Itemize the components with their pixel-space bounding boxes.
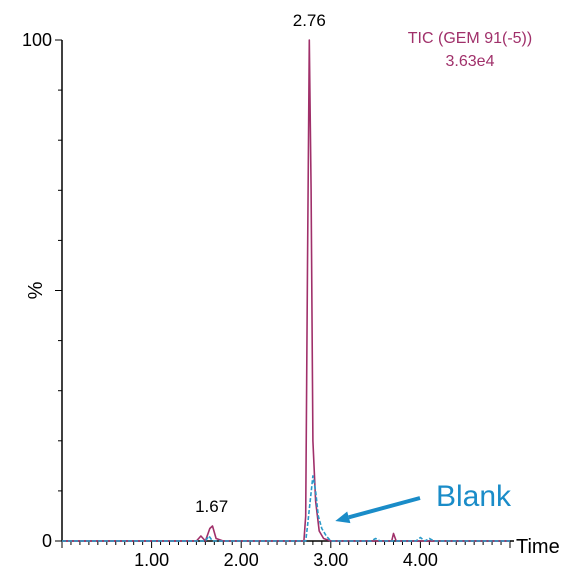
x-tick-label: 1.00 [134,550,169,569]
x-tick-label: 3.00 [313,550,348,569]
blank-series-line [62,475,510,542]
legend-subtitle: 3.63e4 [446,53,495,70]
x-minor-ticks [61,541,511,548]
y-minor-ticks [55,39,62,542]
y-tick-label: 100 [22,30,52,50]
x-axis-label: Time [516,536,560,558]
tic-series-line [62,39,510,542]
legend-title: TIC (GEM 91(-5)) [408,30,532,47]
x-tick-labels: 1.00 2.00 3.00 4.00 [134,550,438,570]
y-axis-label: % [25,281,47,299]
peak-label: 2.76 [293,11,326,30]
y-tick-labels: 0 100 [22,30,52,551]
legend: TIC (GEM 91(-5)) 3.63e4 [408,30,532,70]
blank-annotation-text: Blank [436,480,512,513]
series-group [62,39,510,542]
peak-labels: 2.76 1.67 [195,11,326,516]
x-tick-label: 4.00 [403,550,438,569]
annotation-arrow-head [335,511,351,524]
x-tick-label: 2.00 [224,550,259,569]
annotation-arrow-line [348,496,421,520]
peak-label: 1.67 [195,497,228,516]
y-tick-label: 0 [42,531,52,551]
blank-annotation: Blank [335,480,512,524]
